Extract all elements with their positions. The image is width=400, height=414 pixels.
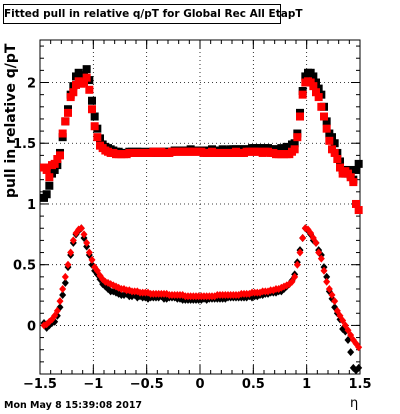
data-point-square [82, 73, 91, 82]
data-point-square [354, 159, 363, 168]
data-point-diamond [67, 248, 75, 257]
data-point-square [61, 117, 70, 126]
data-point-square [336, 163, 344, 172]
data-point-diamond [61, 272, 69, 281]
data-point-square [56, 151, 64, 160]
data-point-square [333, 155, 342, 164]
data-point-diamond [320, 266, 328, 275]
series-1 [40, 73, 363, 215]
x-tick-label: −1 [83, 377, 103, 392]
data-point-square [82, 65, 91, 74]
x-tick-label: 1 [302, 377, 311, 392]
data-point-diamond [59, 284, 67, 293]
data-point-square [45, 173, 54, 182]
data-point-diamond [293, 260, 301, 269]
data-point-diamond [64, 260, 72, 269]
x-axis-label: η [350, 396, 359, 411]
data-point-square [322, 117, 331, 126]
data-point-square [293, 133, 302, 142]
data-point-square [314, 93, 323, 102]
data-point-diamond [315, 248, 323, 257]
data-point-square [320, 112, 328, 121]
data-points [40, 65, 363, 375]
data-point-diamond [296, 248, 304, 257]
data-point-square [349, 178, 358, 187]
chart-title: Fitted pull in relative q/pT for Global … [3, 4, 303, 24]
data-point-square [88, 96, 96, 105]
data-point-square [85, 85, 94, 94]
data-point-square [325, 136, 334, 145]
data-point-square [309, 72, 318, 81]
data-point-square [309, 82, 318, 91]
data-point-diamond [80, 230, 88, 239]
data-point-diamond [83, 238, 91, 247]
data-point-square [352, 165, 360, 174]
data-point-square [330, 148, 339, 157]
data-point-square [346, 173, 355, 182]
x-tick-label: 0 [195, 377, 204, 392]
y-tick-label: 0 [27, 319, 36, 334]
data-point-square [90, 122, 99, 131]
data-point-diamond [323, 277, 331, 286]
data-point-diamond [328, 291, 336, 300]
data-point-square [330, 139, 339, 148]
data-point-square [42, 165, 51, 174]
data-point-diamond [59, 291, 67, 300]
data-point-square [296, 112, 304, 121]
data-point-square [64, 108, 72, 117]
y-tick-label: 0.5 [13, 259, 36, 274]
data-point-square [88, 105, 96, 114]
data-point-square [322, 124, 331, 133]
data-point-diamond [331, 297, 339, 306]
data-point-diamond [355, 363, 363, 372]
data-point-square [317, 102, 326, 111]
y-tick-label: 1 [27, 198, 36, 213]
data-point-diamond [69, 236, 77, 245]
data-point-diamond [323, 272, 331, 281]
x-tick-label: 0.5 [242, 377, 265, 392]
data-point-square [42, 190, 51, 199]
data-point-square [93, 133, 102, 142]
tick-labels: −1.5 −1 −0.5 0 0.5 1 1.5 0 0.5 1 1.5 2 [13, 77, 372, 392]
data-point-diamond [61, 278, 69, 287]
data-point-square [290, 139, 299, 148]
data-point-square [74, 68, 83, 77]
data-point-diamond [56, 297, 64, 306]
data-point-square [90, 112, 99, 121]
y-axis-label: pull in relative q/pT [3, 43, 19, 198]
data-point-square [298, 90, 307, 99]
data-point-diamond [88, 255, 96, 264]
data-point-square [66, 93, 75, 102]
data-point-diamond [291, 272, 299, 281]
data-point-square [50, 165, 59, 174]
data-point-diamond [85, 248, 93, 257]
data-point-square [69, 88, 78, 97]
series-3 [40, 224, 363, 352]
data-point-square [290, 145, 299, 154]
data-point-square [58, 129, 67, 138]
data-point-square [80, 78, 88, 87]
data-point-diamond [53, 306, 61, 315]
data-point-diamond [325, 284, 333, 293]
data-point-square [354, 206, 363, 215]
y-tick-label: 1.5 [13, 137, 36, 152]
data-point-square [312, 88, 320, 97]
data-point-diamond [77, 224, 85, 233]
x-tick-label: −1.5 [23, 377, 57, 392]
data-point-diamond [317, 254, 325, 263]
x-tick-label: 1.5 [348, 377, 371, 392]
timestamp: Mon May 8 15:39:08 2017 [4, 400, 143, 411]
x-tick-label: −0.5 [130, 377, 164, 392]
data-point-square [45, 181, 54, 190]
data-point-diamond [312, 238, 320, 247]
y-tick-label: 2 [27, 77, 36, 92]
data-point-diamond [355, 343, 363, 352]
data-point-diamond [347, 348, 355, 357]
data-point-square [352, 199, 360, 208]
grid-lines [40, 40, 360, 374]
data-point-diamond [299, 233, 307, 242]
data-point-square [50, 159, 59, 168]
